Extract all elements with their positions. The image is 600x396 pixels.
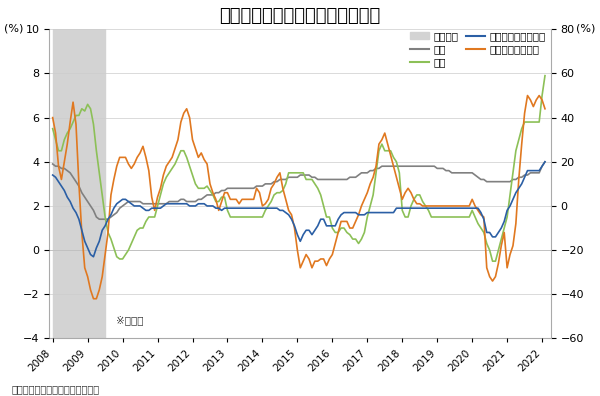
Text: ※前年比: ※前年比 (116, 315, 143, 325)
Y-axis label: (%): (%) (4, 23, 24, 33)
Text: 出所：米労働統計局より筆者作成: 出所：米労働統計局より筆者作成 (12, 384, 100, 394)
Y-axis label: (%): (%) (576, 23, 596, 33)
Bar (53, 29, 105, 339)
Legend: 景気後退, 家賃, 食費, 電力・ガス（右軸）, ガソリン（右軸）: 景気後退, 家賃, 食費, 電力・ガス（右軸）, ガソリン（右軸） (410, 31, 545, 68)
Title: 電力、食品、家賎がそろって上昇: 電力、食品、家賎がそろって上昇 (220, 7, 380, 25)
